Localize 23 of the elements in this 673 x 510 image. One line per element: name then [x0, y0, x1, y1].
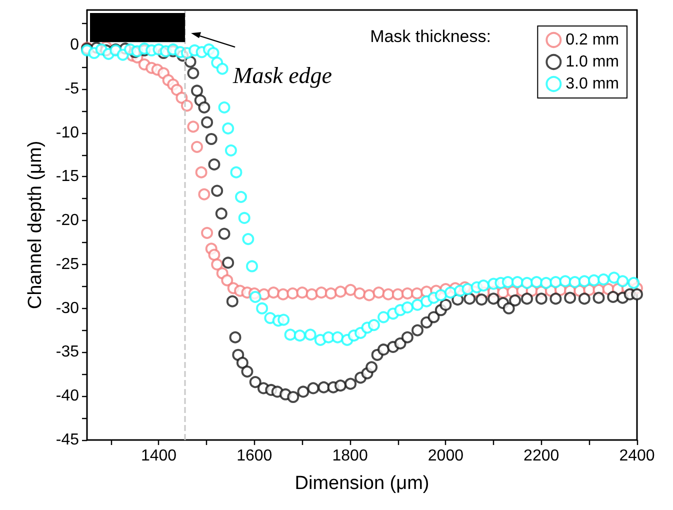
legend-label: 3.0 mm	[566, 76, 619, 92]
y-tick-label: 0	[70, 36, 80, 54]
annotation: Mask edge	[232, 63, 332, 88]
y-tick-label: -40	[56, 388, 80, 405]
y-tick-label: -5	[64, 80, 80, 98]
y-tick-label: -45	[56, 432, 80, 448]
y-axis-title: Channel depth (μm)	[24, 140, 46, 310]
x-tick-label: 1800	[332, 448, 368, 464]
y-tick-label: -10	[56, 124, 80, 142]
y-tick-label: -35	[56, 344, 80, 361]
x-tick-label: 2200	[524, 448, 560, 464]
x-tick-label: 2400	[619, 448, 655, 464]
x-tick-label: 2000	[428, 448, 464, 464]
x-axis-title: Dimension (μm)	[294, 473, 430, 494]
y-tick-label: -20	[56, 212, 80, 230]
x-tick-label: 1400	[140, 448, 177, 464]
y-tick-label: -25	[56, 256, 80, 273]
legend-title: Mask thickness:	[370, 27, 491, 47]
y-tick-label: -30	[56, 300, 80, 317]
y-tick-label: -15	[56, 168, 80, 186]
x-tick-label: 1600	[236, 448, 272, 464]
legend-label: 0.2 mm	[566, 32, 619, 48]
legend-label: 1.0 mm	[566, 54, 619, 70]
